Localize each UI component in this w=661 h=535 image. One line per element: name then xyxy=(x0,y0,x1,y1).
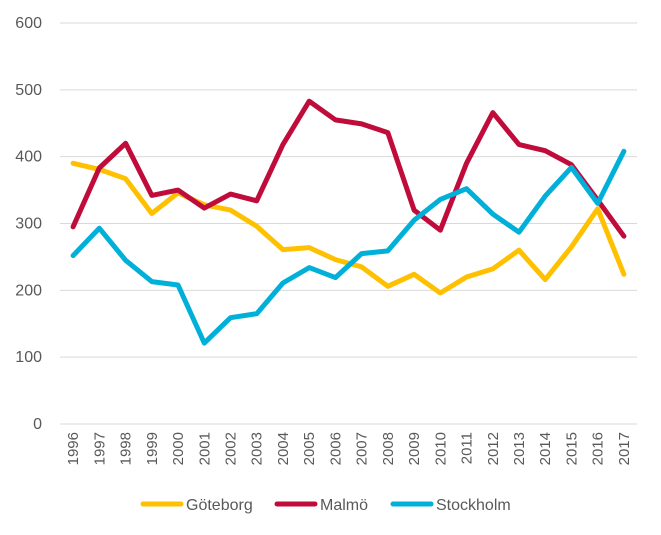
x-tick-label: 2008 xyxy=(380,432,397,465)
gridlines xyxy=(60,22,637,425)
x-tick-label: 1996 xyxy=(65,432,82,465)
x-tick-label: 2003 xyxy=(249,432,266,465)
x-tick-label: 2009 xyxy=(406,432,423,465)
series-line-malmö xyxy=(70,98,627,239)
y-axis-ticks: 0 100 200 300 400 500 600 xyxy=(15,15,42,433)
y-tick-label: 400 xyxy=(15,149,42,166)
y-tick-label: 200 xyxy=(15,282,42,299)
x-tick-label: 2007 xyxy=(354,432,371,465)
x-tick-label: 1999 xyxy=(144,432,161,465)
y-tick-label: 600 xyxy=(15,15,42,32)
legend: Göteborg Malmö Stockholm xyxy=(140,497,511,514)
x-axis-ticks: 1996 1997 1998 1999 2000 2001 2002 2003 2004 2005… xyxy=(65,432,633,465)
x-tick-label: 2016 xyxy=(590,432,607,465)
series-lines xyxy=(70,98,627,346)
x-tick-label: 2011 xyxy=(459,432,476,464)
x-tick-label: 2015 xyxy=(563,432,580,465)
y-tick-label: 0 xyxy=(33,416,42,433)
legend-label-stockholm: Stockholm xyxy=(436,497,511,514)
series-line-göteborg xyxy=(70,160,627,296)
legend-label-malmö: Malmö xyxy=(320,497,368,514)
x-tick-label: 1998 xyxy=(118,432,135,465)
x-tick-label: 2006 xyxy=(327,432,344,465)
legend-label-göteborg: Göteborg xyxy=(186,497,253,514)
x-tick-label: 2013 xyxy=(511,432,528,465)
x-tick-label: 2004 xyxy=(275,432,292,465)
series-line-stockholm xyxy=(70,148,627,346)
x-tick-label: 1997 xyxy=(91,432,108,465)
x-tick-label: 2005 xyxy=(301,432,318,465)
x-tick-label: 2014 xyxy=(537,432,554,465)
x-tick-label: 2001 xyxy=(196,432,213,465)
y-tick-label: 100 xyxy=(15,349,42,366)
x-tick-label: 2002 xyxy=(222,432,239,465)
x-tick-label: 2012 xyxy=(485,432,502,465)
x-tick-label: 2017 xyxy=(616,432,633,465)
x-tick-label: 2000 xyxy=(170,432,187,465)
y-tick-label: 300 xyxy=(15,216,42,233)
x-tick-label: 2010 xyxy=(432,432,449,465)
y-tick-label: 500 xyxy=(15,82,42,99)
